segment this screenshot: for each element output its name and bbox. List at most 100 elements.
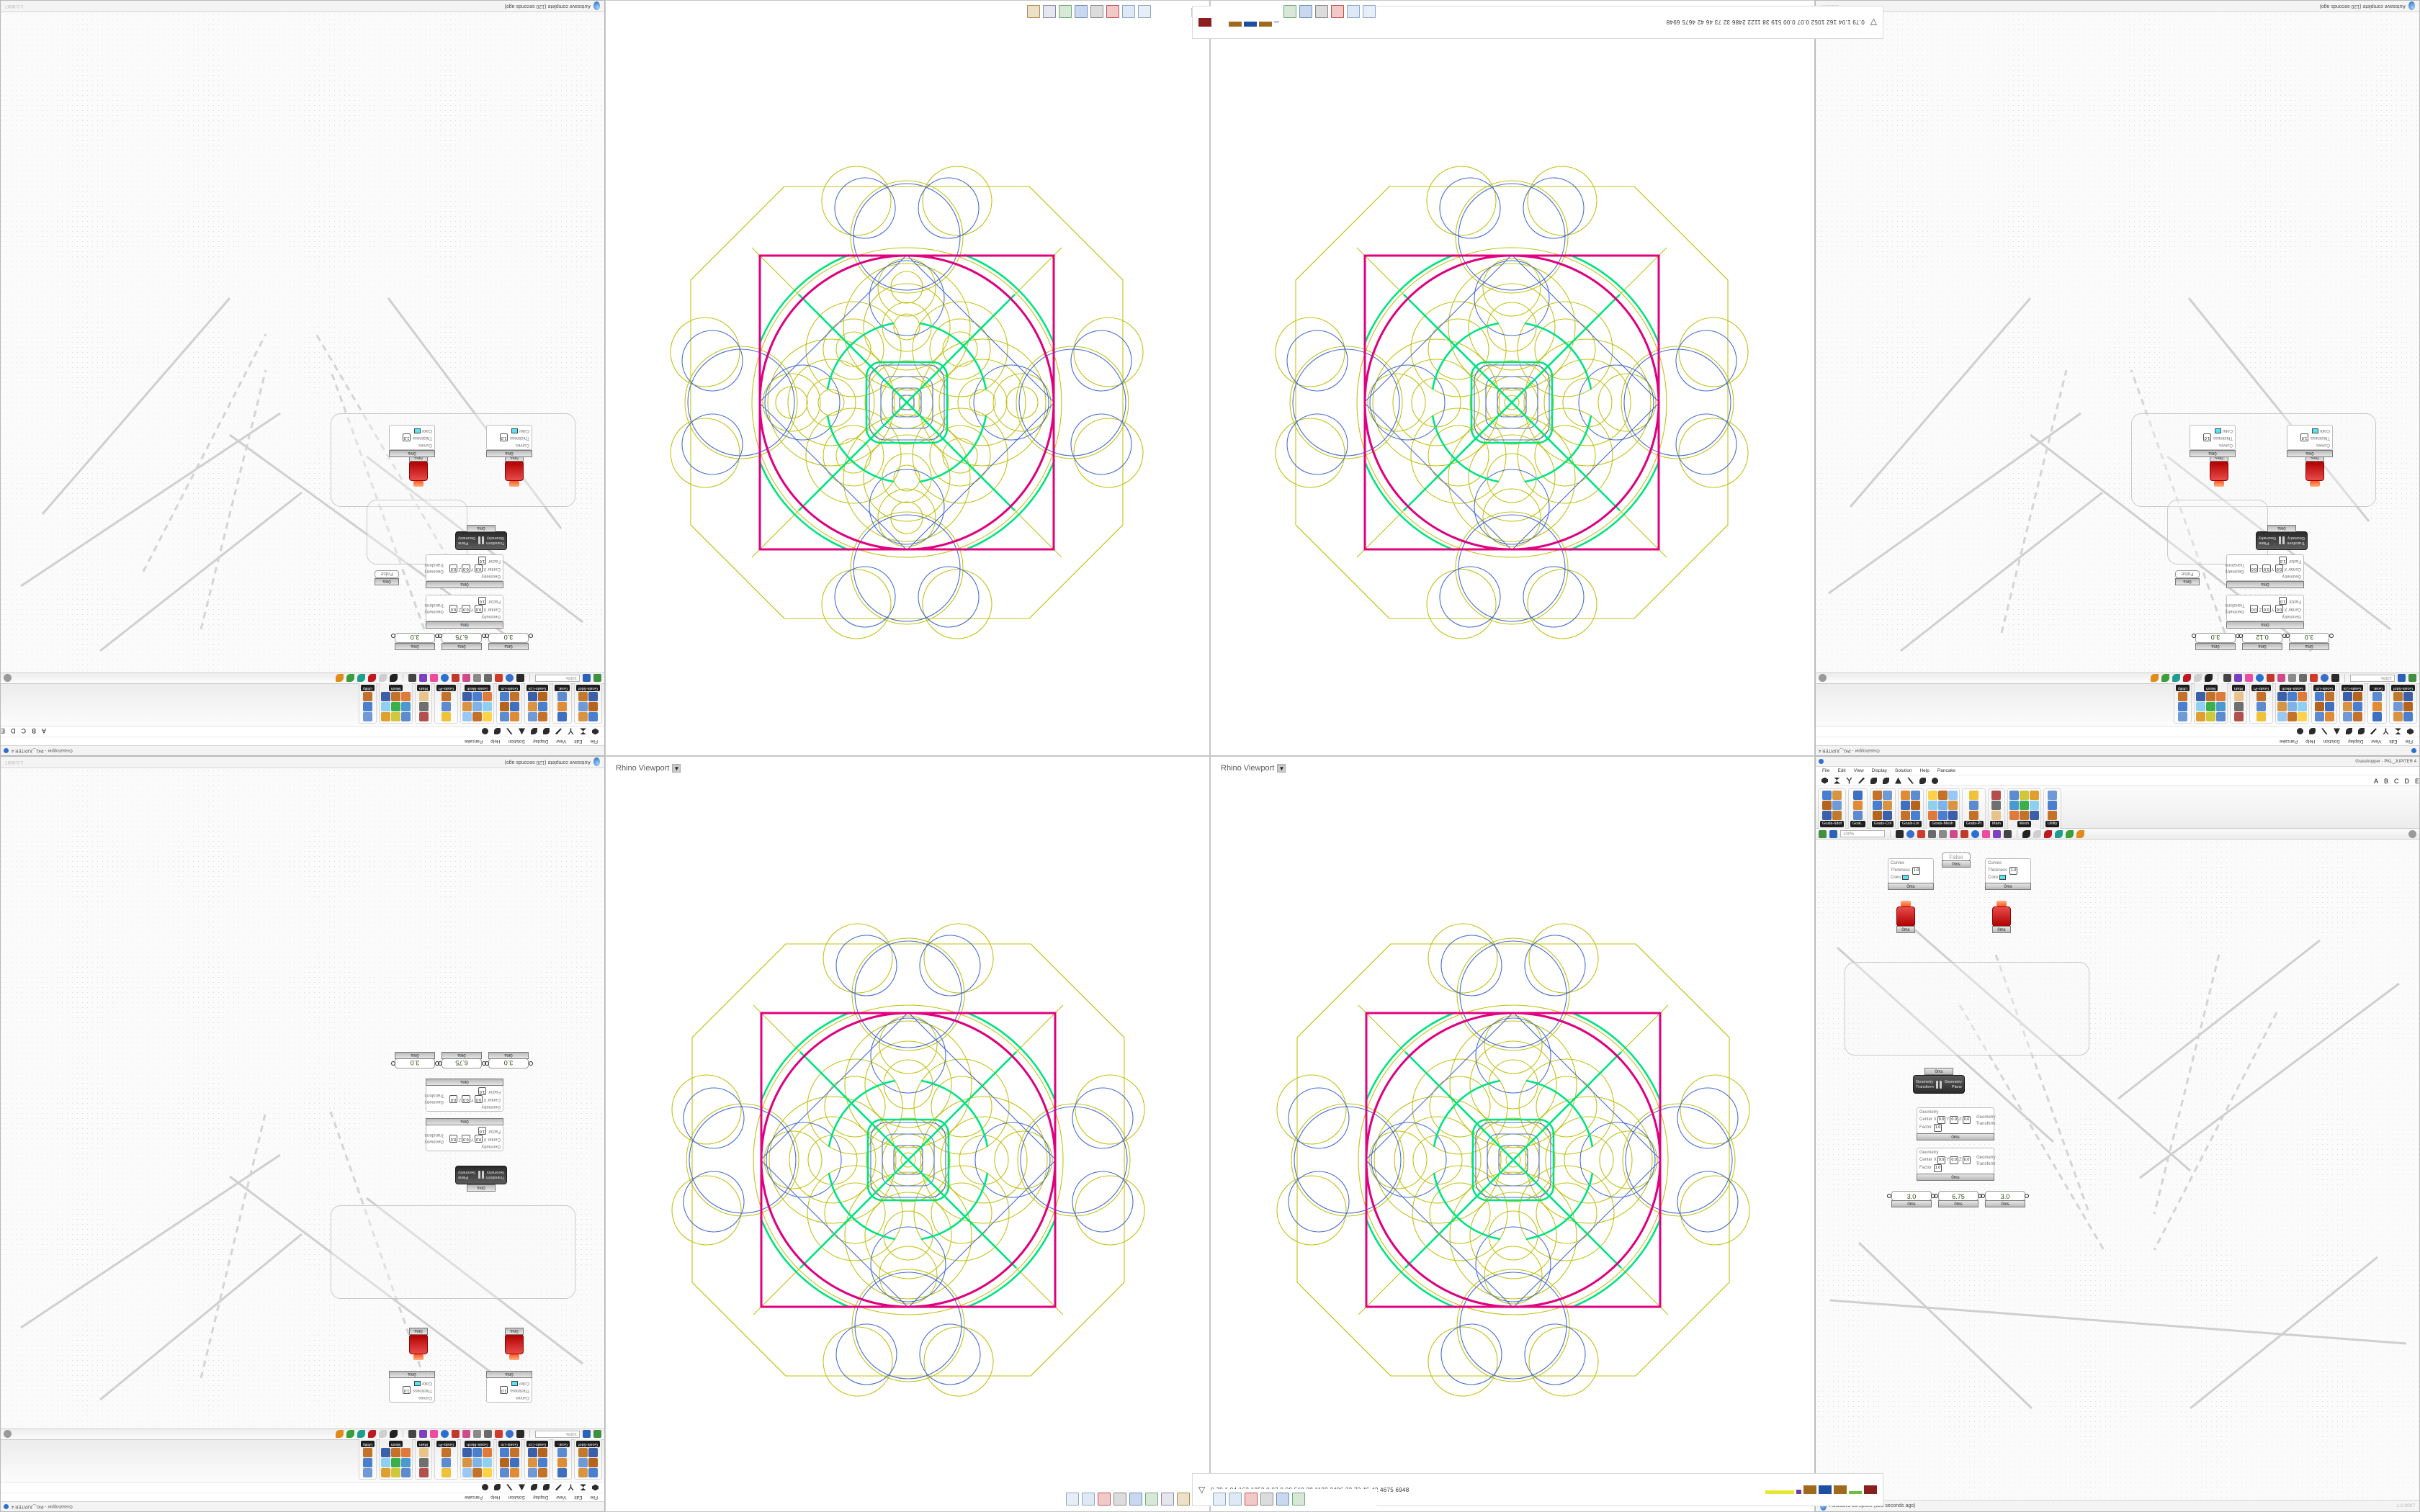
ribbon-group-utility[interactable]: Utility <box>358 1439 377 1480</box>
input-geometry[interactable]: Geometry <box>481 1144 501 1148</box>
intersect-icon[interactable] <box>2321 729 2328 735</box>
ribbon-group-goal[interactable]: Goal.. <box>552 1439 573 1480</box>
slider-c-wrap[interactable]: 0ms 3.0 <box>2192 633 2240 650</box>
custom-preview-lineweights-2[interactable]: 0ms Curves Thickness 1.0 Color <box>2190 424 2236 457</box>
input-factor[interactable]: Factor 1.0 <box>1919 1164 1971 1172</box>
gh-menu-view[interactable]: View <box>556 739 567 744</box>
display-icon[interactable] <box>482 1484 488 1491</box>
ribbon-tab-label[interactable]: Goals-Pt <box>1963 821 1984 827</box>
ghost-shape-icon[interactable] <box>379 674 387 683</box>
ribbon-group-goals-pt[interactable]: Goals-Pt <box>434 683 459 724</box>
gh-menu-view[interactable]: View <box>1853 768 1864 773</box>
ribbon-tab-label[interactable]: Goals-Lin <box>498 1441 520 1447</box>
component-body[interactable]: Curves Thickness 1.0 Color <box>1985 858 2031 884</box>
sets-icon[interactable] <box>568 729 574 735</box>
error-body[interactable] <box>1992 906 2011 927</box>
scale-component-2[interactable]: 0ms Geometry Center X0.0Y0.0Z0.0 Factor … <box>2226 554 2304 588</box>
ribbon-group-goals-lin[interactable]: Goals-Lin <box>496 683 522 724</box>
gh-menu-edit[interactable]: Edit <box>574 1495 583 1500</box>
input-center[interactable]: Center X0.0Y0.0Z0.0 <box>449 1135 501 1143</box>
params-icon[interactable] <box>592 1485 599 1491</box>
ribbon-tab-label[interactable]: Goal.. <box>555 1441 570 1447</box>
input-factor[interactable]: Factor 1.0 <box>449 1087 501 1095</box>
preview-icon[interactable] <box>506 674 514 683</box>
slider-d-wrap[interactable]: 3.0 0ms <box>485 1052 533 1068</box>
zoom-extents-icon[interactable] <box>2331 674 2339 683</box>
color-swatch[interactable] <box>511 1381 518 1386</box>
input-thickness[interactable]: Thickness 1.0 <box>2290 433 2330 441</box>
gh-menu-solution[interactable]: Solution <box>508 1495 526 1500</box>
ribbon-tab-label[interactable]: Goals-6dof <box>576 1441 600 1447</box>
error-body[interactable] <box>2210 461 2228 481</box>
ribbon-group-goals-pt[interactable]: Goals-Pt <box>2249 683 2274 724</box>
maths-icon[interactable] <box>1834 777 1840 784</box>
output-transform[interactable]: Transform <box>2225 562 2245 567</box>
intersect-icon[interactable] <box>1907 777 1914 784</box>
sketch-icon[interactable] <box>1960 829 1968 838</box>
component-body[interactable]: Curves Thickness 1.0 Color <box>1888 858 1934 884</box>
input-factor[interactable]: Factor 1.0 <box>449 557 501 564</box>
params-icon[interactable] <box>592 729 599 735</box>
gh-canvas[interactable]: 0ms 3.0 0ms 6.75 0ms 3.0 0ms <box>1 12 604 672</box>
ribbon-group-main[interactable]: Main <box>415 1439 432 1480</box>
error-component-1[interactable]: 0ms <box>505 454 524 487</box>
component-body[interactable]: Geometry Center X0.0Y0.0Z0.0 Factor 1.0 <box>2226 554 2304 581</box>
input-factor[interactable]: Factor 1.0 <box>1919 1124 1971 1132</box>
ribbon-tab-label[interactable]: Goals-Col <box>2341 685 2364 691</box>
slider-f-wrap[interactable]: 3.0 0ms <box>391 1052 439 1068</box>
viewport-icon[interactable] <box>1260 1493 1273 1506</box>
ribbon-group-goals-6dof[interactable]: Goals-6dof <box>574 683 602 724</box>
transform-icon[interactable] <box>494 1484 501 1491</box>
vector-icon[interactable] <box>555 729 562 735</box>
input-factor[interactable]: Factor 1.0 <box>2249 597 2301 605</box>
input-geometry[interactable]: Geometry <box>1919 1110 1939 1115</box>
slider-e-value[interactable]: 6.75 <box>442 1058 482 1068</box>
output-geometry[interactable]: Geometry <box>2225 609 2244 614</box>
input-thickness[interactable]: Thickness 1.0 <box>392 1386 432 1394</box>
teal-shape-icon[interactable] <box>357 674 365 683</box>
paint-icon[interactable] <box>2310 674 2318 683</box>
ghost-shape-icon[interactable] <box>379 1430 387 1439</box>
chamfer-icon[interactable] <box>462 674 470 683</box>
boolean-toggle[interactable]: False 0ms <box>1942 852 1971 868</box>
gh-menu-edit[interactable]: Edit <box>1837 768 1846 773</box>
output-geometry[interactable]: Geometry <box>1976 1115 1996 1120</box>
maths-icon[interactable] <box>580 1485 586 1491</box>
cluster-icon[interactable] <box>473 674 481 683</box>
component-body[interactable]: Geometry Center X0.0Y0.0Z0.0 Factor 1.0 <box>2226 595 2304 621</box>
error-component-2[interactable]: 0ms <box>409 1328 428 1360</box>
output-geometry[interactable]: Geometry <box>1976 1155 1996 1160</box>
color-swatch[interactable] <box>1902 875 1909 880</box>
save-file-icon[interactable] <box>2398 674 2406 683</box>
slider-d-value[interactable]: 3.0 <box>488 1058 529 1068</box>
chamfer-icon[interactable] <box>2277 674 2285 683</box>
paint-icon[interactable] <box>1917 829 1925 838</box>
input-thickness[interactable]: Thickness 1.0 <box>489 1386 529 1394</box>
slider-e-wrap[interactable]: 6.75 0ms <box>1934 1191 1982 1207</box>
gh-menu-solution[interactable]: Solution <box>508 739 526 744</box>
gh-menu-file[interactable]: File <box>590 739 598 744</box>
gh-menu-display[interactable]: Display <box>1871 768 1887 773</box>
dark-component-body[interactable]: Geometry Transform Geometry Plane <box>1913 1075 1965 1094</box>
viewport-label-wrap[interactable]: Rhino Viewport ▼ <box>1221 764 1286 773</box>
ribbon-group-utility[interactable]: Utility <box>2173 683 2192 724</box>
custom-preview-lineweights-2[interactable]: Curves Thickness 1.0 Color 0ms <box>389 1370 435 1403</box>
dark-shape-icon[interactable] <box>390 674 398 683</box>
ribbon-group-goals-col[interactable]: Goals-Col <box>524 683 551 724</box>
rhino-viewport-2[interactable]: ▲ Rhino Viewport <box>1210 0 1815 756</box>
input-thickness[interactable]: Thickness 1.0 <box>1988 867 2028 875</box>
ribbon-group-goals-mesh[interactable]: Goals-Mesh <box>460 683 495 724</box>
params-icon[interactable] <box>2407 729 2414 735</box>
ribbon-group-mesh[interactable]: Mesh <box>2007 788 2041 829</box>
input-color[interactable]: Color <box>489 1380 529 1386</box>
orange-shape-icon[interactable] <box>2151 674 2159 683</box>
ribbon-tab-label[interactable]: Mesh <box>388 685 403 691</box>
slider-b-wrap[interactable]: 0ms 6.75 <box>438 633 486 650</box>
zoom-extents-icon[interactable] <box>516 674 524 683</box>
ribbon-tab-label[interactable]: Goals-Pt <box>2251 685 2272 691</box>
input-curves[interactable]: Curves <box>1891 861 1905 865</box>
pink-icon[interactable] <box>1982 829 1990 838</box>
input-color[interactable]: Color <box>392 427 432 433</box>
slider-b-value[interactable]: 0.12 <box>2242 633 2282 643</box>
